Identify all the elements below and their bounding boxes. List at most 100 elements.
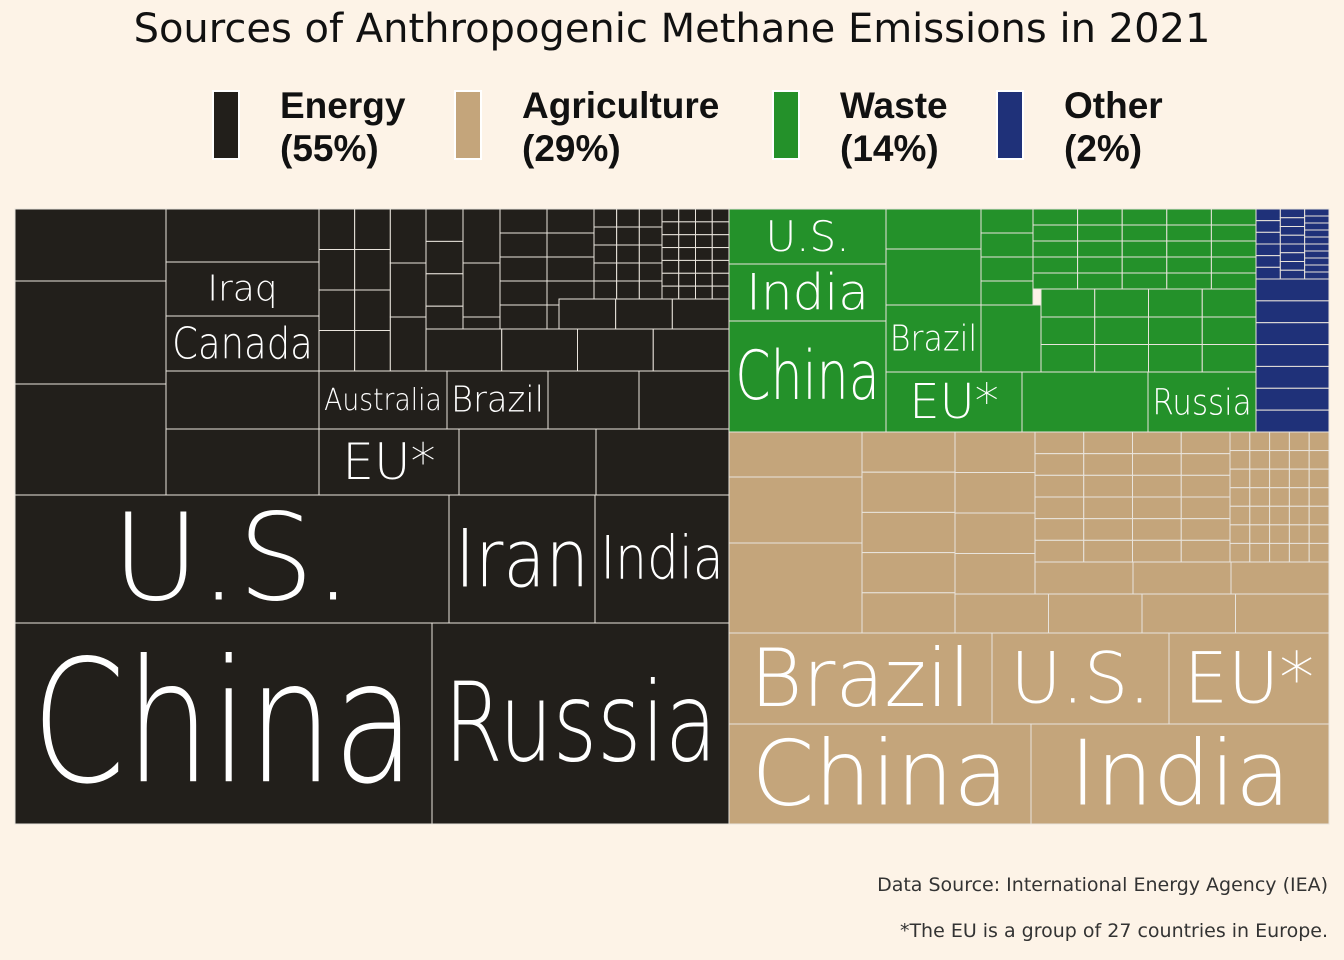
treemap-tile-191 [861,511,956,554]
legend-item-waste: Waste (14%) [840,84,948,170]
treemap-tile-226 [1034,561,1134,595]
treemap-tile-171 [1304,257,1330,266]
treemap-tile-133 [1032,272,1079,290]
treemap-tile-251 [1269,505,1290,526]
treemap-tile-22 [318,289,356,331]
treemap-tile-135 [1121,272,1168,290]
treemap-tile-159 [1279,234,1306,245]
treemap-tile-103 [885,248,982,306]
treemap-tile-117 [1210,208,1257,226]
treemap-tile-122 [1210,224,1257,242]
treemap-tile-229 [1229,431,1251,452]
treemap-tile-54 [638,226,663,246]
legend-pct-waste: (14%) [840,128,939,169]
treemap-tile-222 [1034,539,1085,563]
treemap-tile-144 [1148,316,1203,345]
treemap-tile-178 [1255,365,1330,389]
treemap-tile-5 [14,208,167,282]
treemap-tile-127 [1210,240,1257,258]
tile-label-energy-brazil: Brazil [451,379,544,420]
treemap-tile-39 [499,208,548,234]
treemap-tile-75 [711,234,730,249]
treemap-tile-90 [695,285,713,300]
treemap-tile-64 [661,208,680,223]
legend-swatch-energy [212,90,240,160]
tile-label-agriculture-eu: EU* [1184,638,1314,720]
treemap-tile-107 [1147,371,1257,433]
treemap-tile-40 [546,208,595,234]
treemap-tile-0 [14,622,433,825]
treemap-tile-13 [318,428,460,496]
treemap-tile-219 [1083,518,1133,541]
treemap-tile-169 [1304,243,1330,252]
legend-item-other: Other (2%) [1064,84,1163,170]
treemap-tile-206 [1034,453,1085,476]
treemap-tile-96 [558,298,617,330]
tile-label-energy-india: India [600,524,723,593]
treemap-tile-50 [616,208,640,228]
legend-pct-energy: (55%) [280,128,379,169]
treemap-tile-31 [425,208,464,242]
tile-label-agriculture-china: China [751,722,1008,827]
treemap-tile-1 [431,622,730,825]
legend-label-agriculture: Agriculture [522,85,720,126]
treemap-tile-223 [1083,539,1133,563]
treemap-tile-203 [1083,431,1133,455]
treemap-tile-27 [354,330,391,372]
treemap-tile-24 [354,208,391,250]
legend-label-energy: Energy [280,85,406,126]
treemap-tile-210 [1034,474,1085,498]
treemap-tile-58 [593,262,618,282]
treemap-tile-250 [1249,505,1271,526]
treemap-tile-156 [1279,208,1306,219]
treemap-tile-234 [1229,450,1251,470]
treemap-tile-59 [616,262,640,282]
treemap-tile-100 [728,263,887,322]
treemap-tile-227 [1132,561,1232,595]
treemap-tile-213 [1180,474,1231,498]
treemap-tile-41 [499,232,548,258]
treemap-tile-81 [678,259,696,274]
treemap-tile-230 [1249,431,1271,452]
treemap-tile-214 [1034,496,1085,520]
legend-label-other: Other [1064,85,1163,126]
treemap-tile-170 [1304,250,1330,259]
legend-label-waste: Waste [840,85,948,126]
treemap-tile-95 [652,328,730,372]
tile-label-energy-iran: Iran [455,512,589,605]
treemap-tile-136 [1166,272,1212,290]
treemap-tile-83 [711,259,730,274]
treemap-tile-172 [1304,264,1330,273]
treemap-tile-181 [728,723,1032,825]
treemap-tile-260 [1249,542,1271,563]
treemap-tile-25 [354,249,391,291]
legend-item-energy: Energy (55%) [280,84,405,170]
treemap-tile-60 [638,262,663,282]
treemap-tile-80 [661,259,680,274]
treemap-tile-74 [695,234,713,249]
treemap-tile-196 [954,512,1036,554]
treemap-tile-110 [980,232,1034,258]
treemap-tile-224 [1132,539,1182,563]
treemap-tile-162 [1279,261,1306,271]
treemap-tile-98 [671,298,730,330]
treemap-tile-161 [1279,252,1306,262]
treemap-tile-105 [885,371,1023,433]
treemap-tile-257 [1288,524,1310,544]
treemap-tile-142 [1040,316,1096,345]
treemap-tile-186 [728,431,863,478]
treemap-tile-36 [462,208,501,264]
treemap-tile-28 [389,208,427,264]
treemap-tile-128 [1032,256,1079,274]
treemap-tile-241 [1269,468,1290,489]
legend-swatch-other [996,90,1024,160]
treemap-tile-176 [1255,322,1330,346]
treemap-tile-150 [1255,208,1281,222]
treemap-tile-243 [1308,468,1330,489]
treemap-tile-79 [711,247,730,261]
treemap-tile-112 [980,280,1034,306]
treemap-tile-73 [678,234,696,249]
treemap-tile-165 [1304,215,1330,224]
treemap-tile-12 [165,428,320,496]
